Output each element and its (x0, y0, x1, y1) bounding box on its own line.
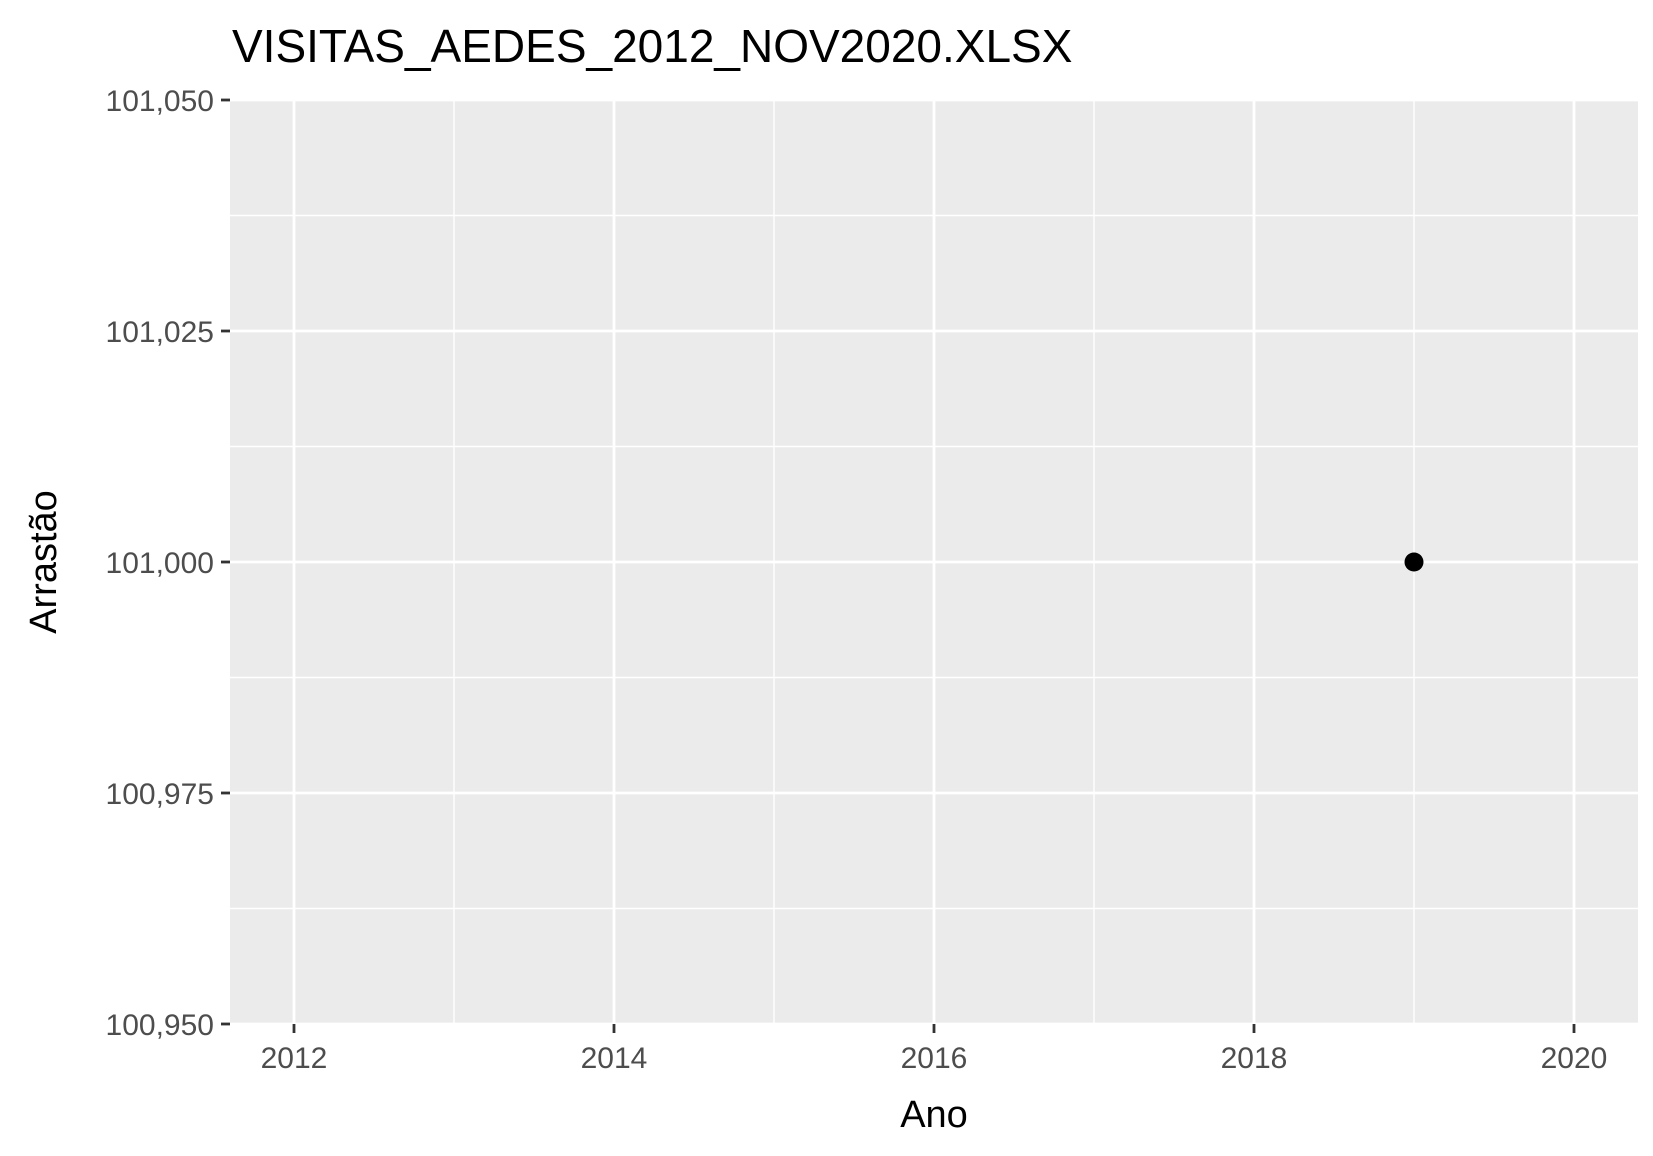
y-tick-label: 101,025 (106, 316, 214, 349)
y-tick-label: 100,950 (106, 1009, 214, 1042)
data-points (1404, 552, 1424, 572)
x-tick-label: 2014 (581, 1042, 648, 1075)
y-axis-title: Arrastão (23, 490, 65, 634)
y-axis-ticks: 100,950 100,975 101,000 101,025 101,050 (106, 85, 230, 1042)
y-tick-label: 101,000 (106, 547, 214, 580)
x-tick-label: 2016 (901, 1042, 968, 1075)
y-tick-label: 101,050 (106, 85, 214, 118)
data-point (1404, 552, 1424, 572)
x-tick-label: 2012 (261, 1042, 328, 1075)
chart-title: VISITAS_AEDES_2012_NOV2020.XLSX (232, 20, 1072, 72)
x-axis-ticks: 2012 2014 2016 2018 2020 (261, 1024, 1608, 1075)
y-tick-label: 100,975 (106, 778, 214, 811)
x-tick-label: 2020 (1541, 1042, 1608, 1075)
x-axis-title: Ano (900, 1094, 968, 1136)
x-tick-label: 2018 (1221, 1042, 1288, 1075)
